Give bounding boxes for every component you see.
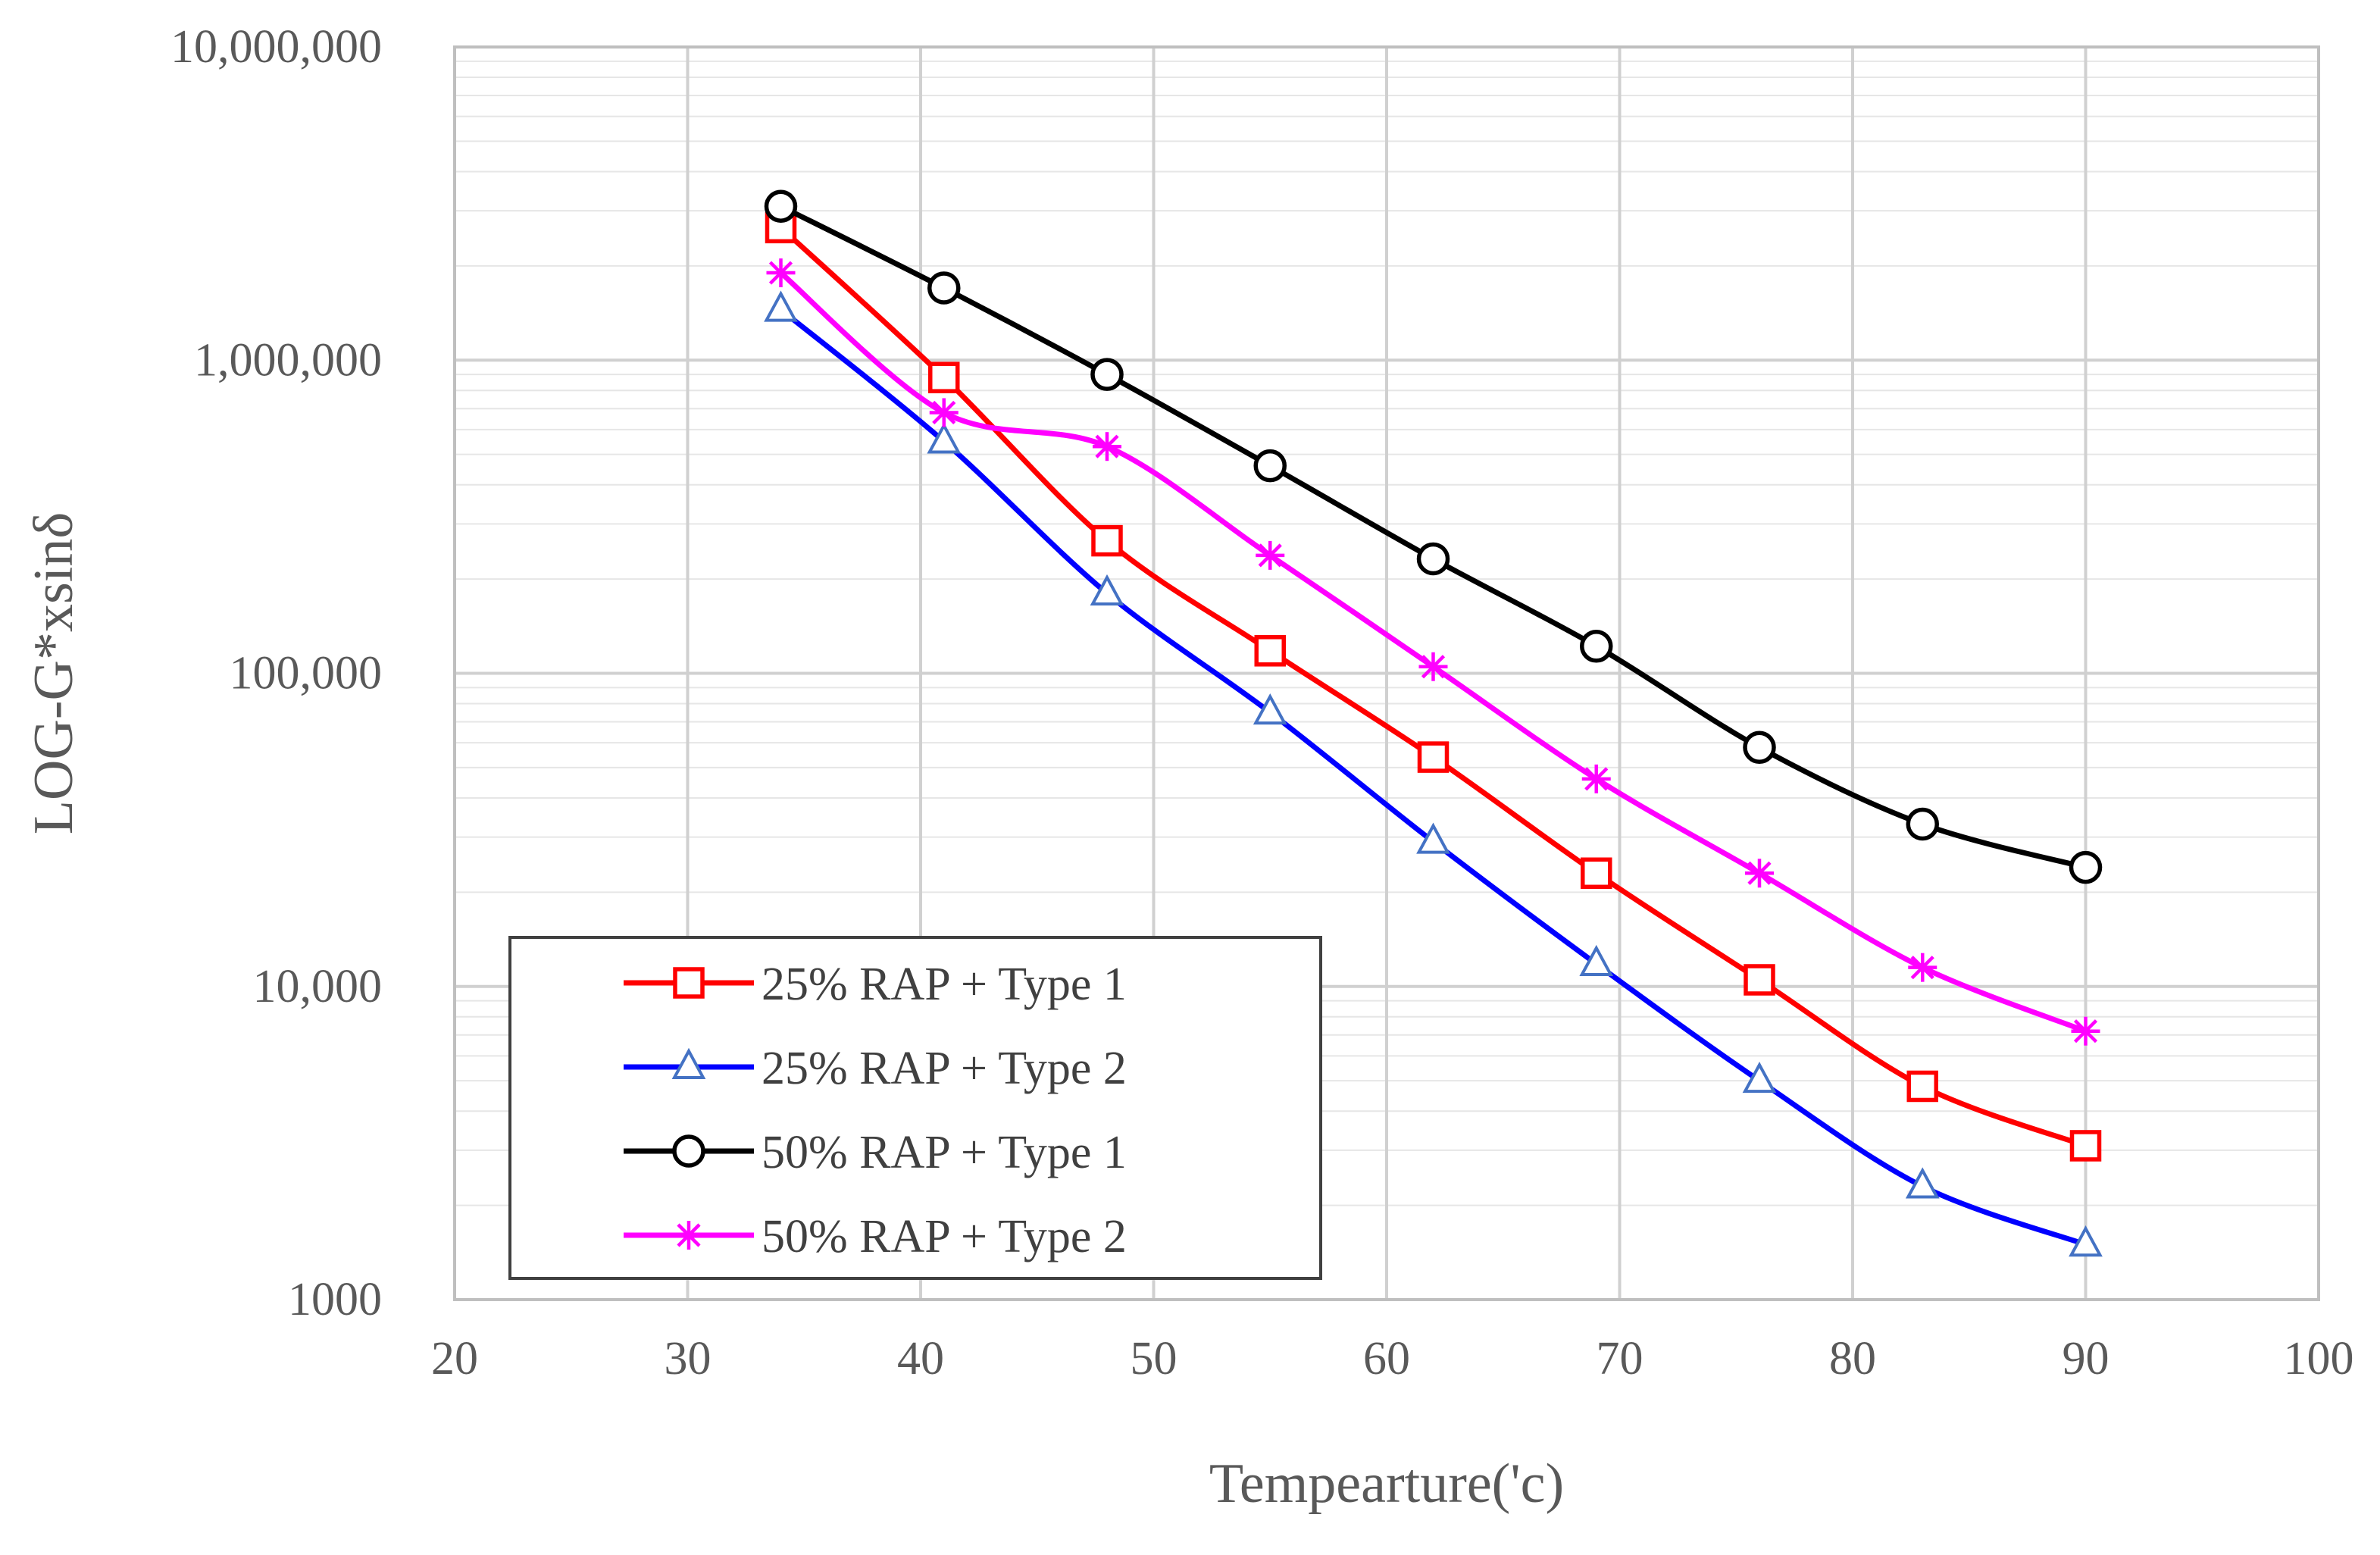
x-tick-label: 90: [2063, 1333, 2109, 1384]
x-axis-title: Tempearture('c): [1209, 1453, 1564, 1515]
legend-label: 25% RAP + Type 2: [762, 1043, 1127, 1094]
legend-marker: [674, 1221, 703, 1250]
y-tick-label: 1,000,000: [194, 334, 382, 386]
data-point-50-rap-type-2: [1908, 953, 1937, 982]
series-25-rap-type-1: [765, 211, 2102, 1162]
data-point-50-rap-type-2: [1256, 540, 1285, 570]
data-point-25-rap-type-2: [927, 422, 962, 454]
star-stroke: [1258, 543, 1282, 568]
plot-area-border: [453, 45, 2320, 1301]
data-point-50-rap-type-2: [1581, 764, 1611, 793]
x-tick-label: 100: [2284, 1333, 2354, 1384]
star-stroke: [1747, 861, 1772, 885]
star-stroke: [932, 400, 956, 425]
data-point-50-rap-type-1: [764, 189, 798, 223]
star-stroke: [2073, 1019, 2098, 1043]
star-stroke: [1910, 956, 1934, 980]
x-tick-label: 80: [1829, 1333, 1876, 1384]
star-stroke: [1421, 655, 1446, 679]
x-tick-label: 70: [1597, 1333, 1643, 1384]
data-point-50-rap-type-1: [1416, 542, 1450, 576]
data-point-25-rap-type-1: [928, 361, 960, 393]
data-point-50-rap-type-2: [1418, 652, 1448, 681]
data-point-25-rap-type-2: [1905, 1167, 1940, 1199]
series-layer: [764, 189, 2103, 1257]
data-point-50-rap-type-1: [1580, 630, 1613, 663]
data-point-50-rap-type-2: [1745, 859, 1774, 888]
star-stroke: [768, 261, 793, 285]
y-tick-label: 100,000: [230, 648, 383, 699]
legend-marker: [671, 1047, 706, 1079]
data-point-50-rap-type-1: [1743, 731, 1776, 765]
data-point-25-rap-type-1: [1417, 741, 1450, 773]
data-point-25-rap-type-1: [1254, 635, 1286, 667]
legend-label: 25% RAP + Type 1: [762, 959, 1127, 1010]
star-stroke: [677, 1223, 701, 1247]
data-point-25-rap-type-2: [1253, 693, 1287, 725]
data-point-50-rap-type-1: [1253, 449, 1287, 483]
legend-item-50-rap-type-2: 50% RAP + Type 2: [624, 1211, 1127, 1262]
y-tick-label: 1000: [288, 1274, 382, 1325]
data-point-25-rap-type-1: [1581, 857, 1612, 890]
data-point-50-rap-type-1: [2069, 850, 2103, 884]
legend-marker: [673, 967, 705, 999]
data-point-25-rap-type-2: [1742, 1061, 1777, 1094]
data-point-50-rap-type-2: [929, 398, 959, 427]
data-point-25-rap-type-1: [1906, 1070, 1938, 1103]
series-25-rap-type-2: [764, 290, 2103, 1257]
star-stroke: [1584, 767, 1609, 791]
legend-item-25-rap-type-1: 25% RAP + Type 1: [624, 959, 1127, 1010]
legend-label: 50% RAP + Type 2: [762, 1211, 1127, 1262]
y-tick-label: 10,000: [253, 961, 383, 1012]
y-axis-tick-labels: 1000 10,000 100,000 1,000,000 10,000,000: [170, 21, 382, 1325]
data-point-50-rap-type-1: [1090, 358, 1124, 391]
legend-item-50-rap-type-1: 50% RAP + Type 1: [624, 1127, 1127, 1178]
legend-marker: [672, 1134, 705, 1168]
x-tick-label: 60: [1363, 1333, 1410, 1384]
legend: 25% RAP + Type 1 25% RAP + Type 2 50% RAP …: [508, 936, 1322, 1280]
x-tick-label: 20: [431, 1333, 478, 1384]
data-point-50-rap-type-2: [2071, 1016, 2100, 1046]
data-point-50-rap-type-2: [1093, 432, 1121, 461]
data-point-25-rap-type-1: [2069, 1130, 2102, 1162]
data-point-25-rap-type-2: [1579, 944, 1614, 977]
data-point-25-rap-type-2: [764, 290, 798, 322]
data-point-50-rap-type-2: [766, 258, 796, 288]
y-axis-title: LOG-G*xsinδ: [23, 512, 85, 834]
legend-item-25-rap-type-2: 25% RAP + Type 2: [624, 1043, 1127, 1094]
legend-box: [508, 936, 1322, 1280]
legend-label: 50% RAP + Type 1: [762, 1127, 1127, 1178]
data-point-25-rap-type-1: [1091, 524, 1123, 557]
star-stroke: [1095, 434, 1119, 458]
data-point-50-rap-type-1: [927, 271, 961, 305]
data-point-25-rap-type-2: [2069, 1225, 2103, 1257]
series-50-rap-type-2: [766, 258, 2100, 1046]
x-tick-label: 50: [1131, 1333, 1177, 1384]
data-point-25-rap-type-2: [1090, 574, 1124, 606]
series-50-rap-type-1: [764, 189, 2103, 884]
x-axis-tick-labels: 20 30 40 50 60 70 80 90 100: [431, 1333, 2354, 1384]
data-point-25-rap-type-1: [1744, 964, 1775, 996]
x-tick-label: 40: [897, 1333, 944, 1384]
data-point-25-rap-type-2: [1416, 822, 1450, 854]
y-tick-label: 10,000,000: [170, 21, 382, 73]
x-tick-label: 30: [665, 1333, 711, 1384]
data-point-50-rap-type-1: [1906, 807, 1939, 841]
